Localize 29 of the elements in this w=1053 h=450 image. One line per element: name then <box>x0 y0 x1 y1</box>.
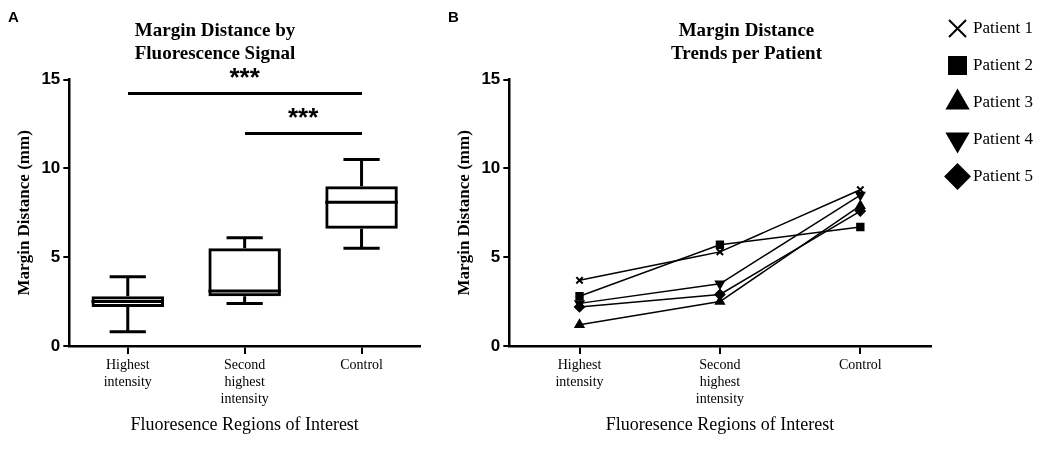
y-tick-label: 5 <box>50 246 61 266</box>
x-tick-label: Second highest intensity <box>220 357 269 406</box>
legend-label: Patient 4 <box>973 128 1034 148</box>
text: A <box>8 8 19 25</box>
y-tick-label: 10 <box>481 158 501 178</box>
y-tick-label: 0 <box>50 335 61 355</box>
legend-label: Patient 3 <box>973 91 1033 111</box>
annotation: *** <box>228 61 260 93</box>
x-tick-label: Highest intensity <box>103 357 152 389</box>
legend-label: Patient 2 <box>973 54 1033 74</box>
x-axis-title: Fluoresence Regions of Interest <box>605 413 835 434</box>
annotation: *** <box>286 101 320 133</box>
x-tick-label: Highest intensity <box>555 357 604 389</box>
x-tick-label: Control <box>340 357 384 373</box>
chart-title: Margin Distance Trends per Patient <box>671 19 823 64</box>
text: B <box>448 8 459 25</box>
y-axis-title: Margin Distance (mm) <box>13 130 33 296</box>
legend-label: Patient 5 <box>973 165 1033 185</box>
y-tick-label: 5 <box>490 246 501 266</box>
legend-label: Patient 1 <box>973 17 1033 37</box>
x-tick-label: Control <box>838 357 882 373</box>
y-tick-label: 15 <box>481 69 501 89</box>
y-tick-label: 15 <box>41 69 61 89</box>
x-axis-title: Fluoresence Regions of Interest <box>130 413 359 434</box>
y-axis-title: Margin Distance (mm) <box>453 130 473 296</box>
chart-title: Margin Distance by Fluorescence Signal <box>134 19 296 64</box>
y-tick-label: 0 <box>490 335 501 355</box>
y-tick-label: 10 <box>41 158 61 178</box>
x-tick-label: Second highest intensity <box>695 357 745 406</box>
